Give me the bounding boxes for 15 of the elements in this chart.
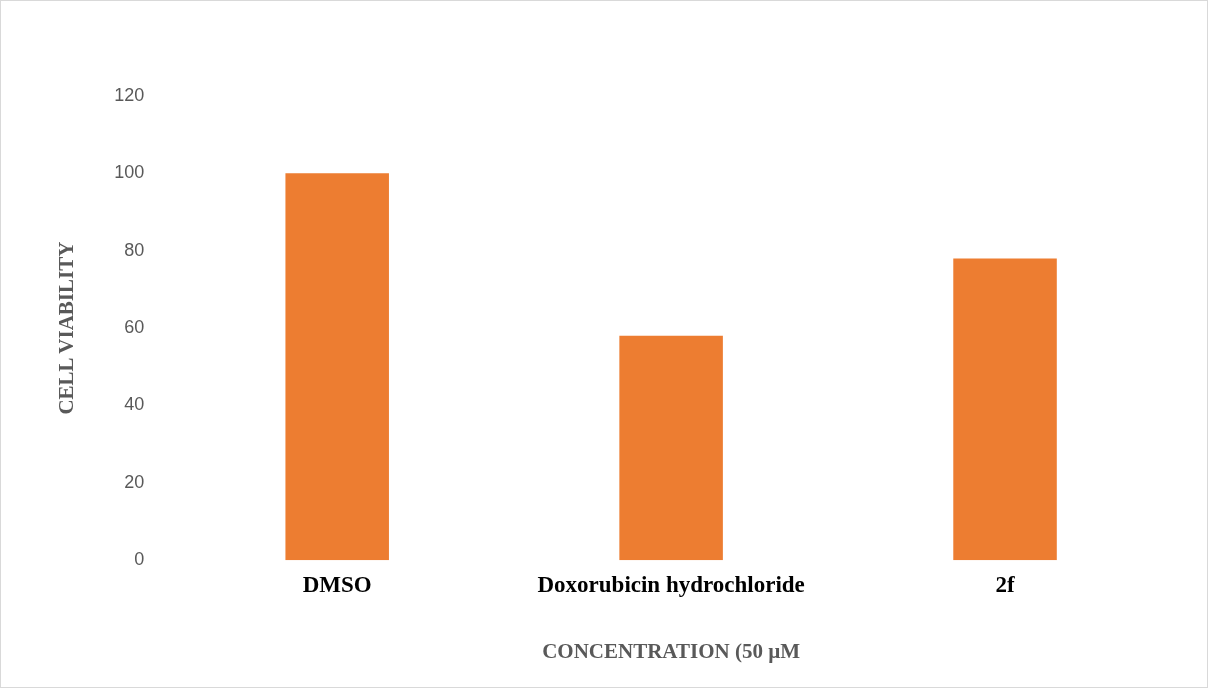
bar <box>953 258 1057 561</box>
y-axis-title: CELL VIABILITY <box>54 241 79 415</box>
y-tick-label: 80 <box>124 239 145 260</box>
x-tick-label: Doxorubicin hydrochloride <box>537 571 805 597</box>
x-tick-label: 2f <box>995 571 1015 597</box>
y-tick-label: 120 <box>114 84 145 105</box>
y-tick-label: 20 <box>124 471 145 492</box>
y-tick-label: 0 <box>134 549 145 570</box>
y-tick-label: 40 <box>124 394 145 415</box>
bar <box>285 173 389 561</box>
x-tick-label: DMSO <box>302 571 372 597</box>
bar <box>619 335 723 561</box>
y-tick-label: 100 <box>114 162 145 183</box>
y-tick-label: 60 <box>124 317 145 338</box>
x-axis-title: CONCENTRATION (50 µM <box>542 638 801 663</box>
